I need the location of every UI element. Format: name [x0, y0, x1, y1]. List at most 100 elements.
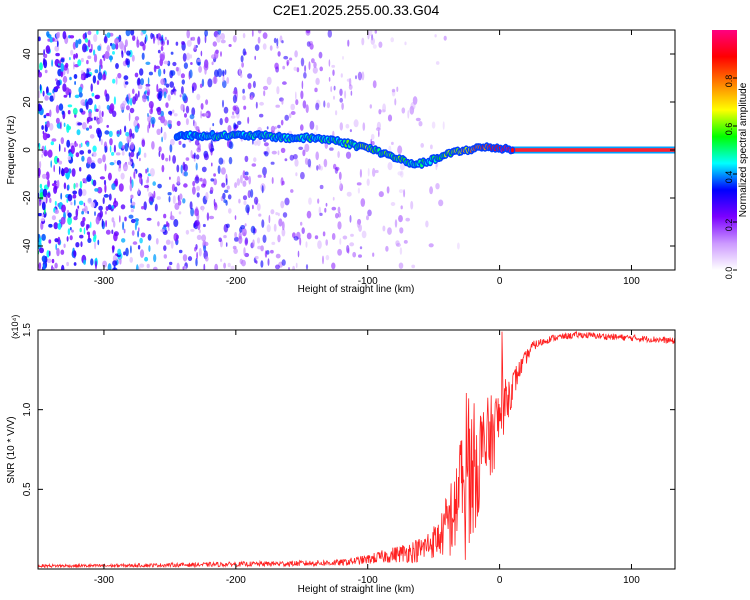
spectrogram-noise-cell — [150, 32, 154, 40]
spectrogram-noise-cell — [124, 39, 128, 47]
spectrogram-noise-cell — [66, 125, 72, 131]
spectrogram-noise-cell — [371, 34, 374, 41]
spectrogram-noise-cell — [225, 242, 228, 247]
spectrogram-noise-cell — [385, 245, 389, 252]
spectrogram-noise-cell — [75, 242, 80, 248]
spectrogram-noise-cell — [66, 139, 71, 148]
spectrogram-noise-cell — [100, 138, 103, 146]
spectrogram-noise-cell — [213, 198, 216, 207]
spectrogram-noise-cell — [98, 205, 103, 211]
spectrogram-noise-cell — [81, 155, 85, 162]
spectrogram-noise-cell — [337, 248, 342, 256]
spectrogram-noise-cell — [252, 204, 254, 210]
spectrogram-noise-cell — [87, 149, 92, 154]
spectrogram-noise-cell — [289, 154, 294, 161]
spectrogram-noise-cell — [51, 138, 57, 142]
spectrogram-noise-cell — [89, 48, 92, 53]
spectrogram-noise-cell — [405, 217, 411, 222]
spectrogram-noise-cell — [232, 245, 237, 250]
spectrogram-noise-cell — [130, 142, 135, 150]
spectrogram-noise-cell — [70, 145, 75, 155]
y-tick-label: 40 — [22, 48, 33, 60]
spectrogram-noise-cell — [434, 34, 437, 38]
spectrogram-noise-cell — [138, 77, 140, 86]
spectrogram-noise-cell — [227, 125, 232, 133]
spectrogram-noise-cell — [163, 60, 169, 65]
spectrogram-noise-cell — [46, 250, 50, 258]
spectrogram-noise-cell — [54, 200, 57, 206]
spectrogram-noise-cell — [151, 141, 155, 150]
spectrogram-noise-cell — [443, 35, 447, 41]
spectrogram-noise-cell — [325, 202, 328, 207]
spectrogram-noise-cell — [242, 32, 246, 39]
spectrogram-noise-cell — [38, 104, 43, 112]
spectrogram-noise-cell — [139, 237, 143, 244]
spectrogram-noise-cell — [203, 244, 207, 252]
spectrogram-noise-cell — [121, 150, 125, 156]
spectrogram-noise-cell — [261, 185, 264, 194]
spectrogram-noise-cell — [60, 137, 64, 145]
spectrogram-noise-cell — [202, 223, 206, 228]
spectrogram-noise-cell — [115, 152, 121, 156]
spectrogram-noise-cell — [430, 144, 433, 150]
spectrogram-noise-cell — [167, 119, 173, 125]
spectrogram-noise-cell — [90, 258, 94, 266]
spectrogram-noise-cell — [97, 72, 103, 81]
spectrogram-noise-cell — [230, 115, 236, 119]
spectrogram-noise-cell — [370, 37, 375, 45]
spectrogram-noise-cell — [185, 229, 190, 235]
spectrogram-noise-cell — [113, 220, 116, 228]
spectrogram-noise-cell — [226, 223, 230, 228]
spectrogram-noise-cell — [196, 234, 202, 240]
spectrogram-noise-cell — [262, 32, 268, 39]
spectrogram-noise-cell — [143, 152, 147, 158]
spectrogram-noise-cell — [139, 263, 145, 268]
spectrogram-noise-cell — [47, 38, 50, 42]
spectrogram-noise-cell — [111, 43, 116, 50]
spectrogram-noise-cell — [306, 232, 312, 240]
spectrogram-noise-cell — [79, 234, 84, 239]
spectrogram-noise-cell — [97, 157, 103, 164]
spectrogram-noise-cell — [264, 250, 268, 258]
spectrogram-noise-cell — [105, 229, 111, 235]
spectrogram-noise-cell — [316, 165, 319, 171]
spectrogram-noise-cell — [196, 93, 201, 101]
spectrogram-noise-cell — [196, 185, 201, 192]
spectrogram-noise-cell — [270, 249, 274, 254]
spectrogram-noise-cell — [103, 194, 109, 198]
spectrogram-noise-cell — [156, 83, 159, 93]
spectrogram-noise-cell — [46, 86, 49, 95]
spectrogram-noise-cell — [376, 121, 381, 130]
spectrogram-noise-cell — [56, 80, 61, 87]
spectrogram-noise-cell — [315, 102, 320, 111]
spectrogram-noise-cell — [233, 122, 237, 130]
spectrogram-noise-cell — [415, 117, 421, 122]
spectrogram-noise-cell — [41, 201, 46, 211]
spectrogram-noise-cell — [273, 37, 277, 44]
spectrogram-noise-cell — [412, 96, 418, 105]
spectrogram-noise-cell — [96, 80, 100, 85]
spectrogram-noise-cell — [357, 218, 362, 225]
spectrogram-noise-cell — [90, 83, 93, 92]
spectrogram-noise-cell — [266, 224, 271, 233]
spectrogram-noise-cell — [139, 157, 141, 162]
spectrogram-noise-cell — [56, 32, 60, 39]
spectrogram-noise-cell — [106, 104, 110, 110]
spectrogram-noise-cell — [361, 37, 365, 46]
spectrogram-noise-cell — [328, 77, 331, 82]
spectrogram-noise-cell — [396, 86, 399, 93]
spectrogram-noise-cell — [67, 228, 71, 236]
spectrogram-noise-cell — [342, 56, 344, 60]
spectrogram-noise-cell — [170, 70, 176, 76]
spectrogram-noise-cell — [39, 62, 43, 71]
spectrogram-noise-cell — [47, 192, 51, 198]
spectrogram-noise-cell — [227, 262, 231, 268]
spectrogram-noise-cell — [79, 108, 84, 113]
spectrogram-noise-cell — [375, 127, 381, 131]
spectrogram-noise-cell — [157, 183, 162, 189]
spectrogram-noise-cell — [313, 131, 317, 136]
spectrogram-noise-cell — [125, 30, 131, 37]
spectrogram-noise-cell — [175, 41, 179, 46]
spectrogram-noise-cell — [181, 41, 185, 45]
spectrogram-noise-cell — [128, 112, 131, 122]
